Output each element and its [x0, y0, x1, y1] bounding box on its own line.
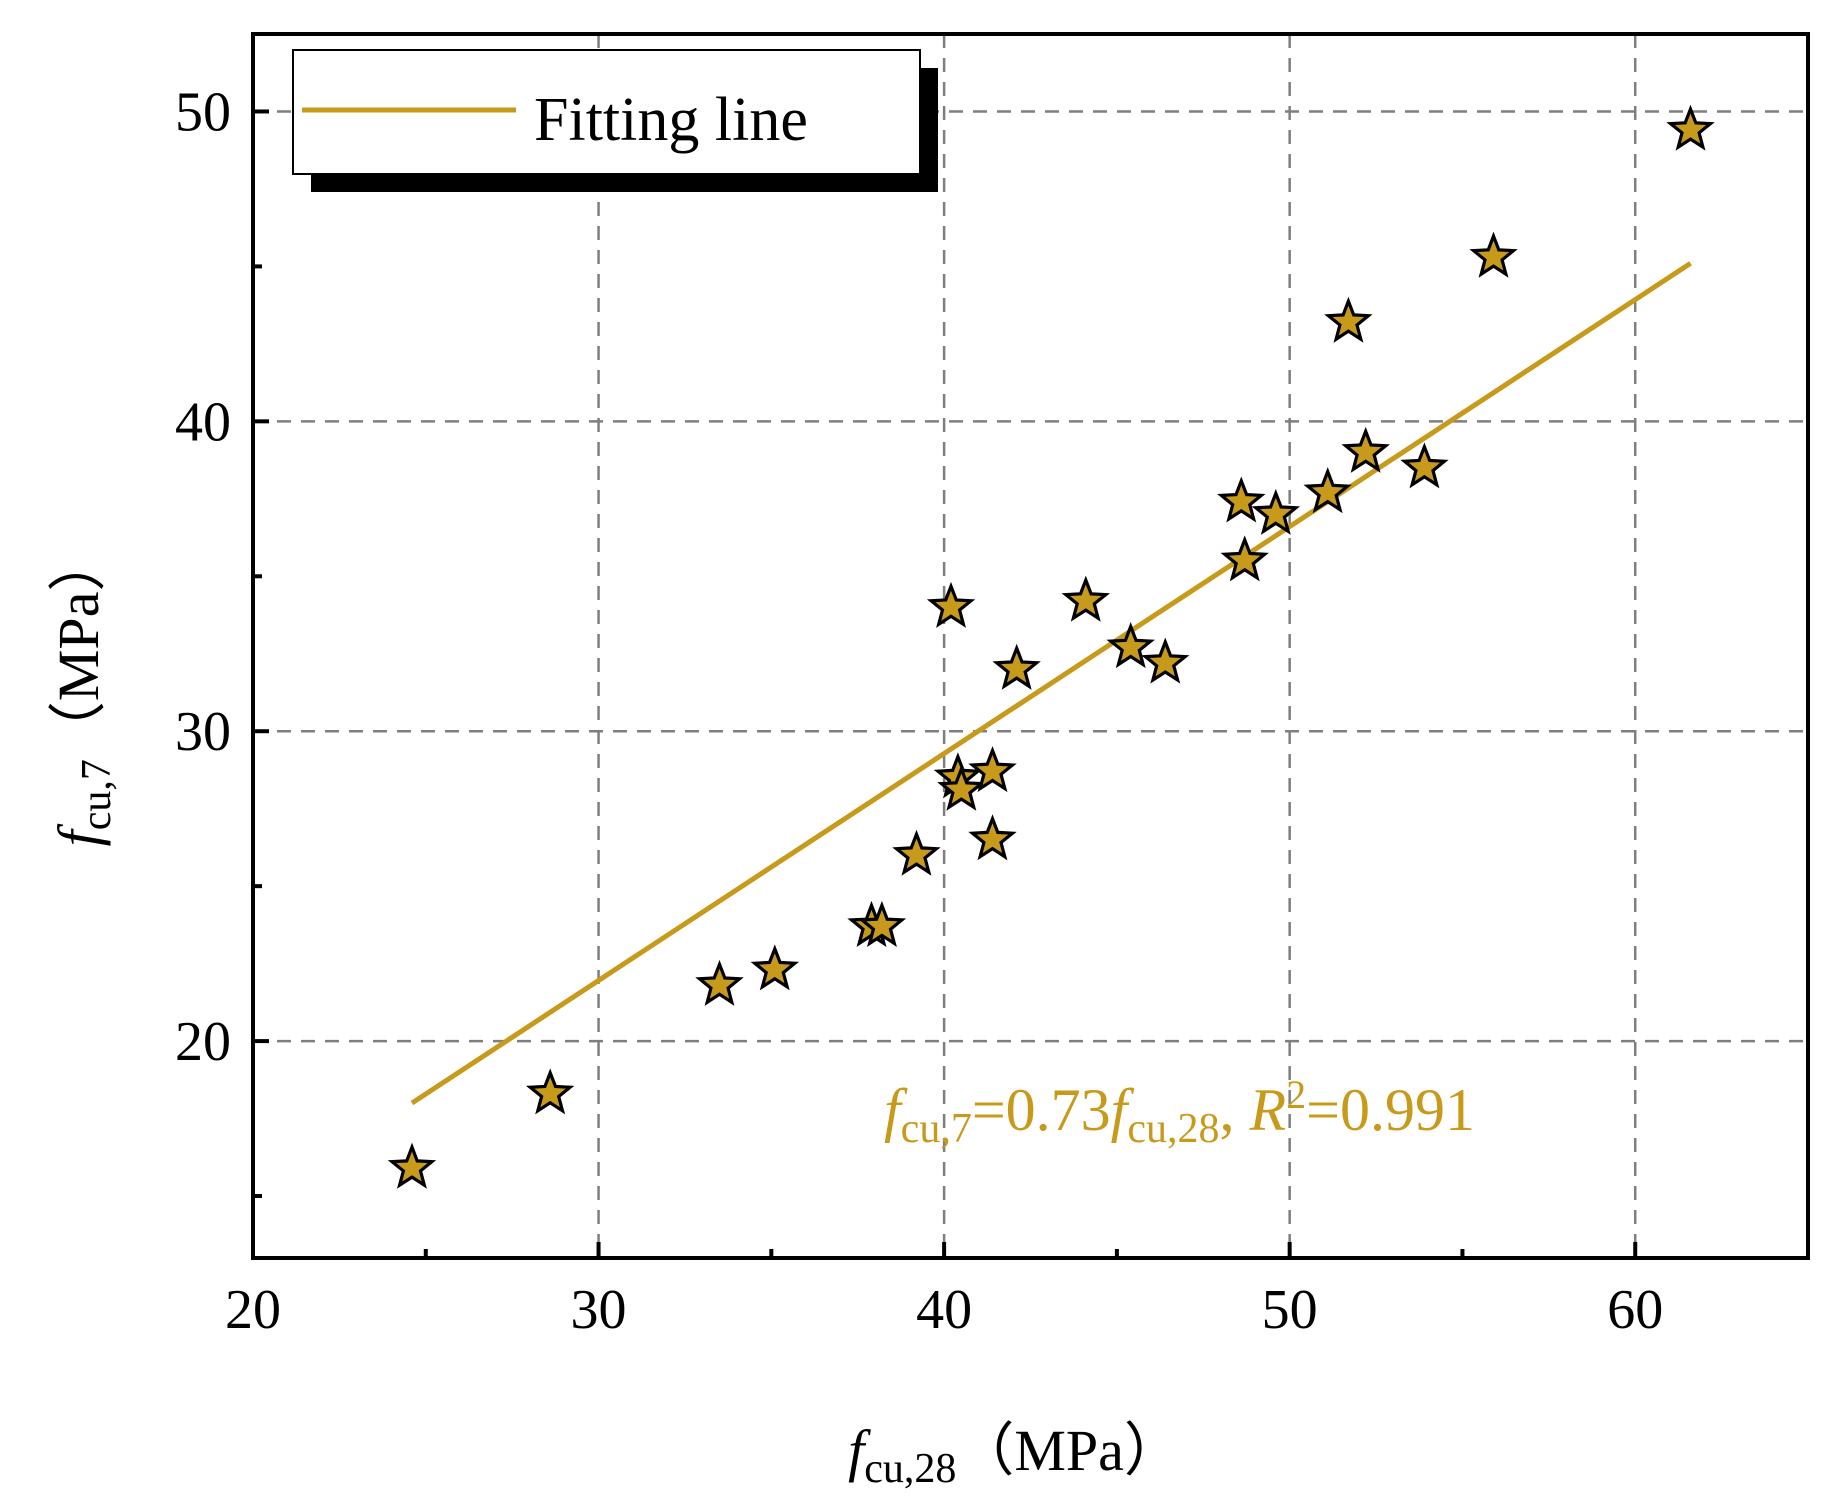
tick-labels: 20 30 40 50 60 20 30 40 50	[175, 81, 1663, 1341]
eq-superscript: 2	[1286, 1072, 1306, 1117]
data-point-1	[387, 1142, 437, 1189]
legend: Fitting line	[292, 49, 938, 192]
y-tick-label-30: 30	[175, 701, 231, 763]
equation-annotation: fcu,7=0.73fcu,28, R2=0.991	[884, 1072, 1475, 1152]
eq-separator: ,	[1220, 1077, 1250, 1143]
data-point-14	[1061, 575, 1111, 622]
y-tick-label-20: 20	[175, 1011, 231, 1073]
data-point-11	[968, 814, 1017, 861]
data-point-4	[750, 944, 800, 991]
data-point-10	[937, 764, 986, 811]
legend-label: Fitting line	[534, 86, 808, 154]
data-point-3	[695, 959, 744, 1006]
data-point-19	[1251, 488, 1301, 535]
data-point-12	[968, 746, 1017, 793]
data-point-20	[1303, 467, 1352, 514]
y-tick-label-50: 50	[175, 81, 231, 143]
eq-subscript-1: cu,7	[901, 1106, 972, 1152]
data-point-22	[1341, 426, 1390, 473]
x-tick-label-30: 30	[571, 1279, 627, 1341]
x-axis-title: fcu,28（MPa）	[848, 1418, 1182, 1492]
x-axis-subscript: cu,28	[864, 1446, 956, 1492]
x-tick-label-20: 20	[225, 1279, 281, 1341]
grid	[253, 34, 1808, 1258]
data-point-21	[1324, 296, 1373, 343]
data-point-23	[1400, 442, 1449, 489]
y-axis-title: fcu,7（MPa）	[46, 534, 120, 847]
data-point-2	[525, 1068, 575, 1115]
fitting-line-layer	[410, 261, 1692, 1106]
data-point-6	[857, 900, 907, 948]
data-point-17	[1217, 476, 1266, 523]
data-points	[387, 104, 1715, 1189]
axis-ticks	[251, 109, 1810, 1258]
data-point-18	[1220, 535, 1269, 582]
x-tick-label-40: 40	[916, 1279, 972, 1341]
data-point-7	[892, 829, 941, 876]
y-tick-label-40: 40	[175, 391, 231, 453]
y-axis-subscript: cu,7	[74, 759, 120, 830]
fitting-line	[410, 261, 1692, 1106]
data-point-15	[1106, 622, 1155, 669]
data-point-13	[992, 643, 1041, 690]
data-point-24	[1469, 231, 1518, 278]
data-point-25	[1666, 104, 1715, 151]
eq-r2-value: =0.991	[1306, 1077, 1475, 1143]
plot-frame	[251, 32, 1810, 1260]
eq-subscript-2: cu,28	[1127, 1106, 1219, 1152]
data-point-8	[926, 581, 976, 628]
eq-coefficient: =0.73	[972, 1077, 1111, 1143]
y-axis-unit: （MPa）	[46, 534, 111, 760]
data-point-16	[1141, 637, 1190, 684]
x-tick-label-60: 60	[1607, 1279, 1663, 1341]
eq-r: R	[1249, 1077, 1287, 1143]
x-axis-unit: （MPa）	[956, 1418, 1182, 1483]
x-tick-label-50: 50	[1262, 1279, 1318, 1341]
